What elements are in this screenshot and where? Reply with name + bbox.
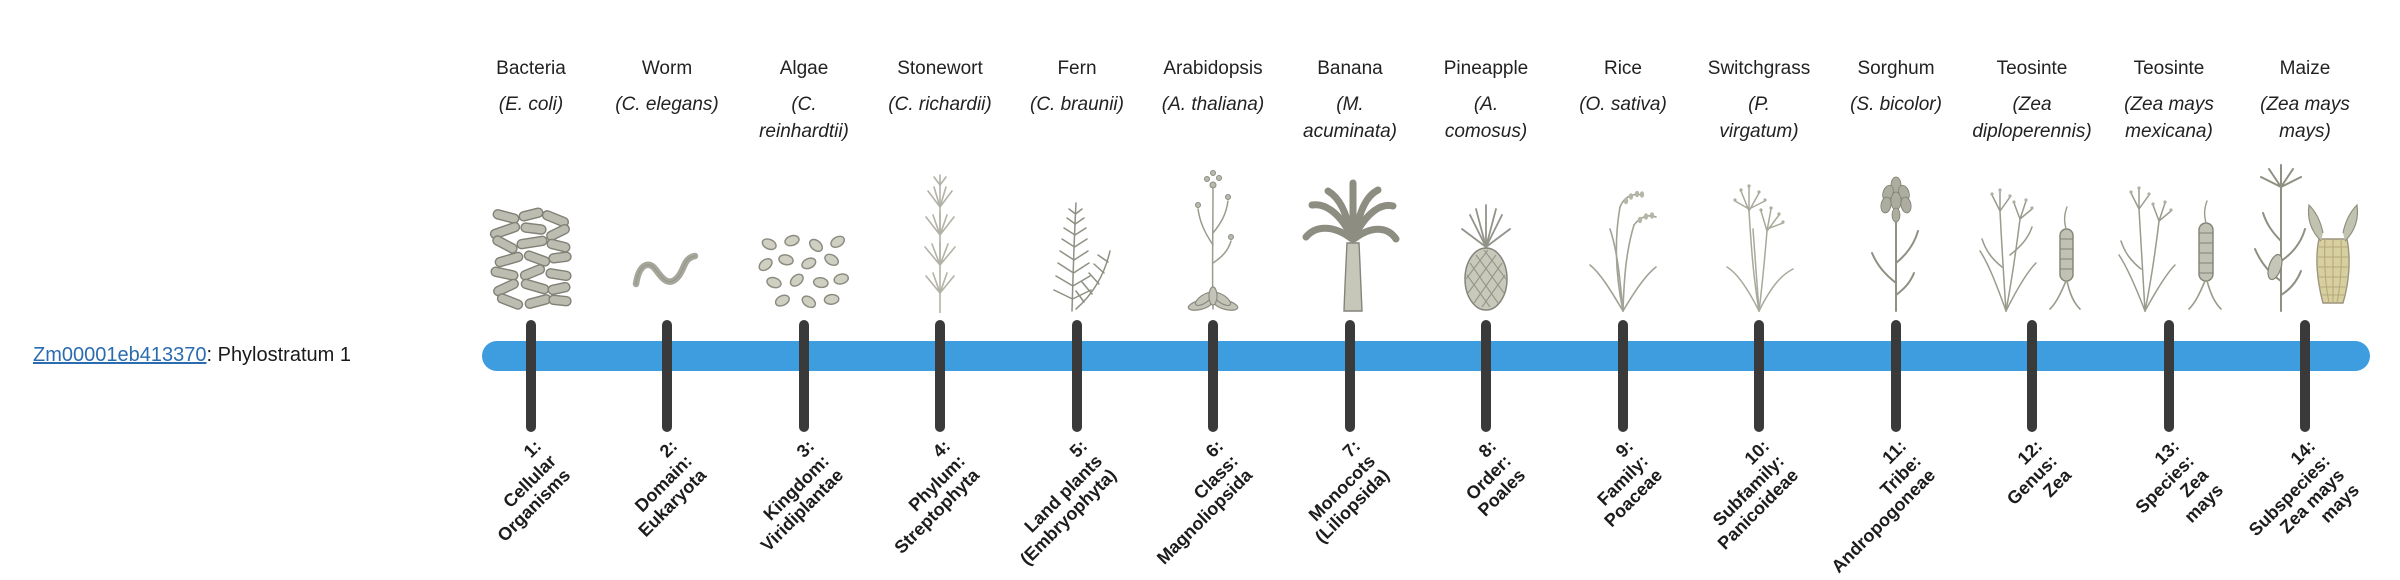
stratum-tick [2027, 320, 2037, 432]
arabidopsis-icon [1093, 158, 1333, 313]
organism-name: Rice [1603, 58, 1642, 79]
gene-link[interactable]: Zm00001eb413370 [33, 344, 207, 366]
stratum-column-5: Fern (C. braunii) 5: Land plants (Embryo… [957, 0, 1197, 580]
stratum-tick [1891, 320, 1901, 432]
stratum-column-12: Teosinte (Zea diploperennis) 12: Genus: … [1912, 0, 2152, 580]
pineapple-icon [1366, 158, 1606, 313]
stratum-column-10: Switchgrass (P. virgatum) 10: Subfamily:… [1639, 0, 1879, 580]
stratum-column-13: Teosinte (Zea mays mexicana) 13: Species… [2049, 0, 2289, 580]
stratum-column-2: Worm (C. elegans) 2: Domain: Eukaryota [547, 0, 787, 580]
organism-name: Teosinte [2133, 58, 2205, 79]
organism-scientific-name: (Zea mays mexicana) [2124, 94, 2214, 142]
organism-name: Stonewort [897, 58, 983, 79]
organism-name: Bacteria [496, 58, 566, 79]
stratum-tick [1345, 320, 1355, 432]
teosinte-diploperennis-icon [1912, 158, 2152, 313]
organism-scientific-name: (A. comosus) [1444, 94, 1528, 142]
organism-name: Arabidopsis [1163, 58, 1263, 79]
stratum-column-4: Stonewort (C. richardii) 4: Phylum: Stre… [820, 0, 1060, 580]
organism-scientific-name: (O. sativa) [1579, 94, 1667, 115]
organism-name: Switchgrass [1707, 58, 1811, 79]
switchgrass-icon [1639, 158, 1879, 313]
stratum-column-6: Arabidopsis (A. thaliana) 6: Class: Magn… [1093, 0, 1333, 580]
organism-scientific-name: (M. acuminata) [1303, 94, 1397, 142]
stratum-tick [2164, 320, 2174, 432]
organism-name: Pineapple [1443, 58, 1529, 79]
organism-scientific-name: (S. bicolor) [1850, 94, 1942, 115]
organism-name: Teosinte [1996, 58, 2068, 79]
organism-scientific-name: (C. braunii) [1030, 94, 1124, 115]
maize-icon [2185, 158, 2400, 313]
stratum-tick [1208, 320, 1218, 432]
stratum-column-14: Maize (Zea mays mays) 14: Subspecies: Ze… [2185, 0, 2400, 580]
stratum-tick [1618, 320, 1628, 432]
organism-name: Sorghum [1857, 58, 1935, 79]
organism-scientific-name: (E. coli) [498, 94, 564, 115]
stratum-tick [2300, 320, 2310, 432]
organism-name: Fern [1057, 58, 1097, 79]
stratum-column-7: Banana (M. acuminata) 7: Monocots (Lilio… [1230, 0, 1470, 580]
gene-label-suffix: : Phylostratum 1 [206, 344, 351, 366]
gene-label: Zm00001eb413370: Phylostratum 1 [33, 344, 351, 367]
rice-icon [1503, 158, 1743, 313]
algae-icon [684, 158, 924, 313]
stratum-tick [662, 320, 672, 432]
teosinte-mexicana-icon [2049, 158, 2289, 313]
stratum-tick [1072, 320, 1082, 432]
phylostratum-bar [482, 341, 2370, 371]
organism-scientific-name: (C. elegans) [615, 94, 719, 115]
bacteria-icon [411, 158, 651, 313]
stonewort-icon [820, 158, 1060, 313]
organism-scientific-name: (C. richardii) [888, 94, 992, 115]
organism-name: Maize [2279, 58, 2331, 79]
stratum-tick [1481, 320, 1491, 432]
stratum-tick [935, 320, 945, 432]
stratum-tick [1754, 320, 1764, 432]
banana-icon [1230, 158, 1470, 313]
organism-scientific-name: (C. reinhardtii) [759, 94, 849, 142]
stratum-label-wrap: 14: Subspecies: Zea mays mays [2065, 436, 2363, 540]
organism-scientific-name: (P. virgatum) [1719, 94, 1799, 142]
worm-icon [547, 158, 787, 313]
organism-name: Worm [641, 58, 693, 79]
stratum-column-1: Bacteria (E. coli) 1: Cellular Organisms [411, 0, 651, 580]
sorghum-icon [1776, 158, 2016, 313]
organism-name: Algae [779, 58, 829, 79]
stratum-tick [799, 320, 809, 432]
stratum-tick [526, 320, 536, 432]
stratum-column-3: Algae (C. reinhardtii) 3: Kingdom: Virid… [684, 0, 924, 580]
organism-scientific-name: (A. thaliana) [1161, 94, 1265, 115]
organism-scientific-name: (Zea diploperennis) [1972, 94, 2092, 142]
organism-name: Banana [1317, 58, 1383, 79]
fern-icon [957, 158, 1197, 313]
stratum-column-11: Sorghum (S. bicolor) 11: Tribe: Andropog… [1776, 0, 2016, 580]
organism-scientific-name: (Zea mays mays) [2260, 94, 2350, 142]
stratum-column-8: Pineapple (A. comosus) 8: Order: Poales [1366, 0, 1606, 580]
stratum-column-9: Rice (O. sativa) 9: Family: Poaceae [1503, 0, 1743, 580]
